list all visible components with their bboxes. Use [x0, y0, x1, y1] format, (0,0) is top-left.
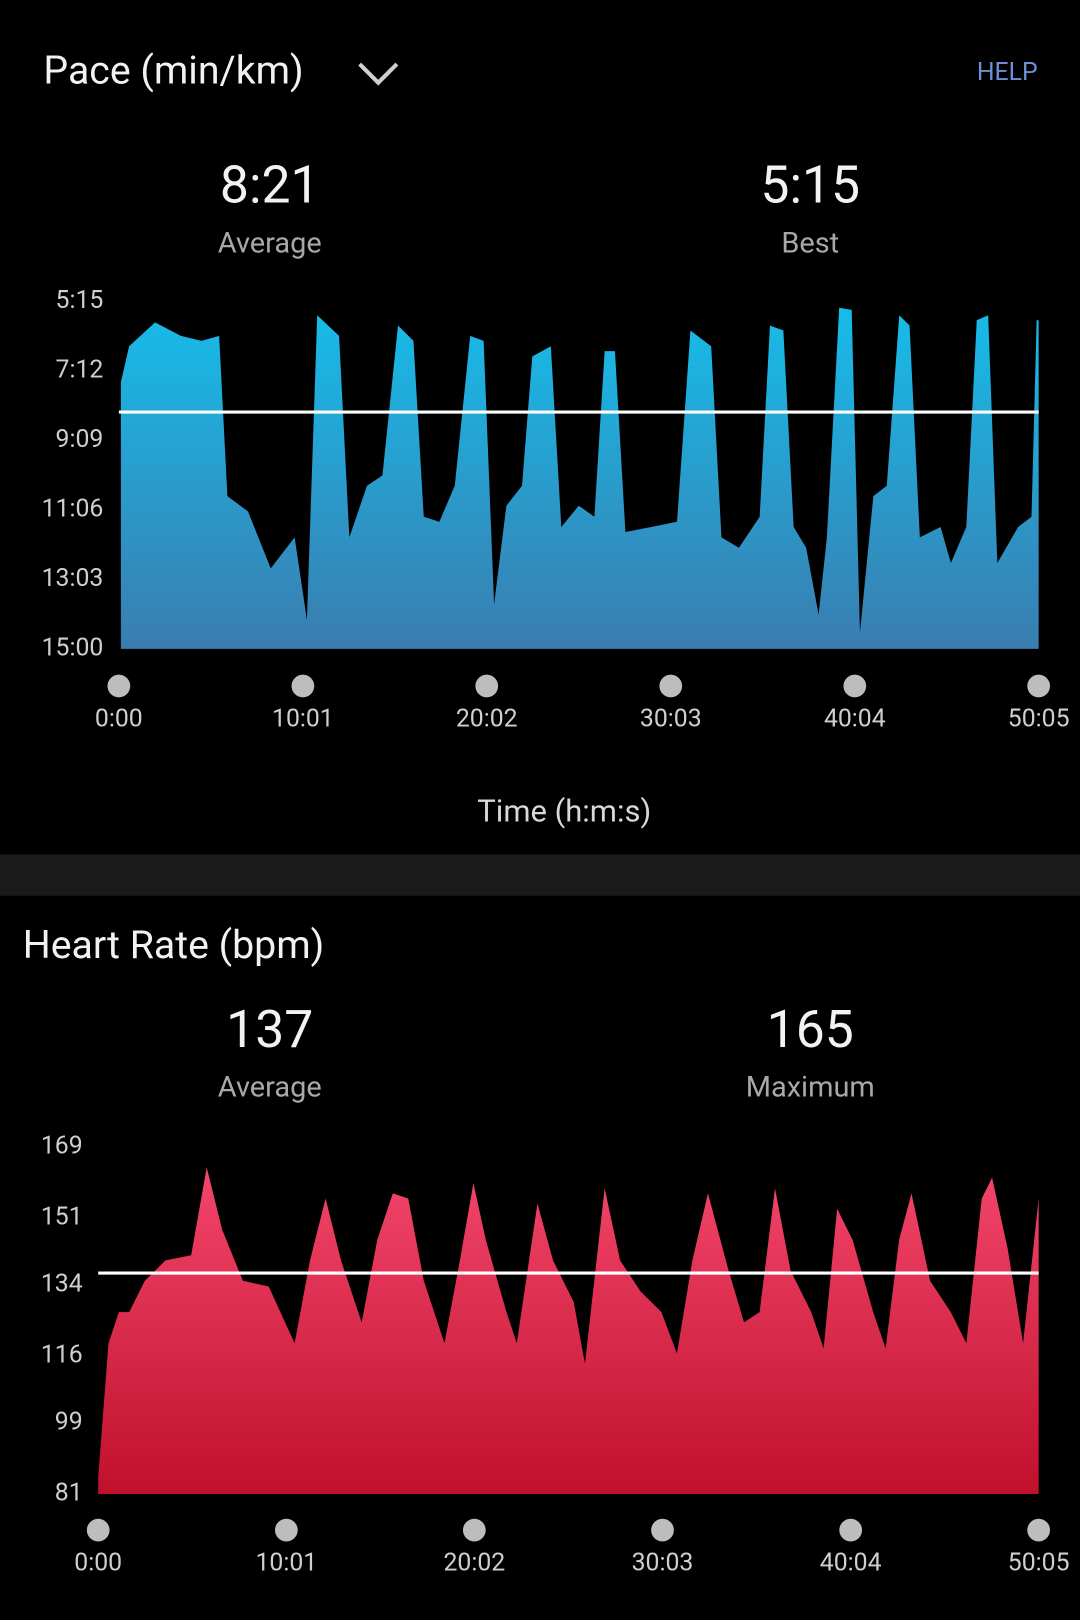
- x-tick-dot: [839, 1518, 863, 1542]
- stat-label: Best: [781, 227, 839, 261]
- x-tick-dot: [1027, 1518, 1051, 1542]
- x-tick-dot: [843, 674, 867, 698]
- help-link[interactable]: HELP: [977, 58, 1038, 87]
- x-tick-dot: [651, 1518, 674, 1542]
- y-tick-label: 7:12: [56, 356, 104, 385]
- x-tick-label: 30:03: [632, 1549, 694, 1578]
- x-tick-label: 50:05: [1008, 705, 1070, 734]
- x-tick-dot: [462, 1518, 486, 1542]
- section-divider: [0, 854, 1080, 896]
- y-tick-label: 11:06: [42, 495, 104, 524]
- area: [120, 307, 1039, 649]
- stat-value: 8:21: [220, 155, 320, 216]
- y-tick-label: 81: [55, 1479, 83, 1508]
- y-tick-label: 99: [55, 1407, 83, 1436]
- x-tick-dot: [274, 1518, 298, 1542]
- x-tick-dot: [86, 1518, 110, 1542]
- stat-label: Average: [218, 227, 322, 261]
- area: [98, 1167, 1039, 1494]
- x-tick-dot: [291, 674, 315, 698]
- x-tick-label: 30:03: [640, 705, 702, 734]
- y-tick-label: 116: [41, 1340, 83, 1369]
- dropdown-chevron[interactable]: [358, 62, 399, 86]
- y-tick-label: 13:03: [42, 564, 104, 593]
- x-tick-dot: [107, 674, 131, 698]
- y-tick-label: 15:00: [42, 633, 104, 662]
- stat-value: 5:15: [760, 155, 860, 216]
- y-tick-label: 151: [41, 1202, 83, 1231]
- x-tick-label: 40:04: [824, 705, 886, 734]
- y-tick-label: 5:15: [56, 286, 104, 315]
- y-tick-label: 9:09: [56, 425, 104, 454]
- stat-value: 137: [226, 999, 313, 1060]
- stat-value: 165: [767, 999, 854, 1060]
- x-tick-dot: [475, 674, 499, 698]
- x-tick-dot: [659, 674, 683, 698]
- stat-label: Average: [218, 1071, 322, 1105]
- x-tick-dot: [1027, 674, 1051, 698]
- stat-label: Maximum: [746, 1071, 875, 1105]
- y-tick-label: 134: [41, 1269, 83, 1298]
- x-tick-label: 50:05: [1008, 1549, 1070, 1578]
- x-tick-label: 20:02: [443, 1549, 505, 1578]
- x-tick-label: 10:01: [255, 1549, 317, 1578]
- chart-title: Heart Rate (bpm): [23, 922, 325, 968]
- x-tick-label: 0:00: [95, 705, 143, 734]
- x-tick-label: 20:02: [456, 705, 518, 734]
- x-tick-label: 0:00: [74, 1549, 122, 1578]
- x-tick-label: 10:01: [272, 705, 334, 734]
- chart-title: Pace (min/km): [43, 48, 303, 94]
- x-tick-label: 40:04: [820, 1549, 882, 1578]
- y-tick-label: 169: [41, 1131, 83, 1160]
- x-axis-label: Time (h:m:s): [477, 792, 651, 829]
